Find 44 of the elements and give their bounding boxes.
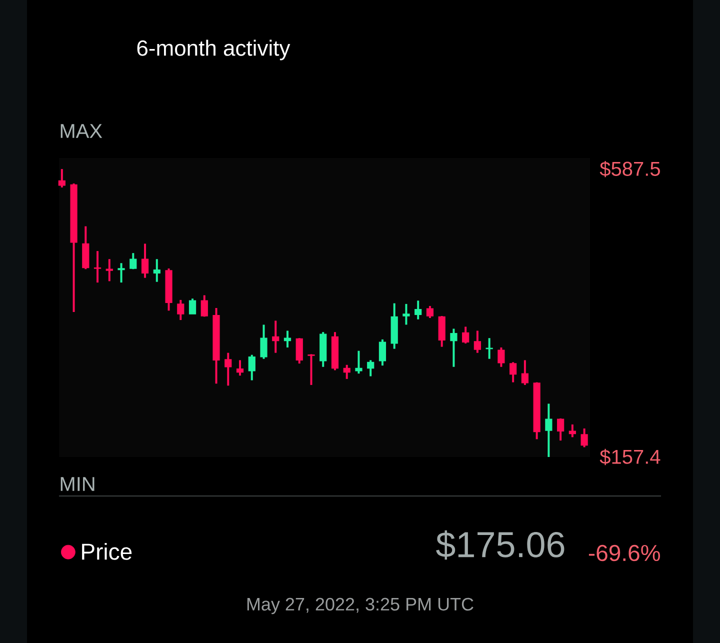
candlestick	[118, 262, 125, 284]
candlestick	[510, 361, 517, 384]
candlestick	[378, 338, 386, 367]
candlestick	[200, 294, 208, 318]
candlestick	[580, 427, 588, 448]
candlestick	[308, 353, 315, 386]
candlestick	[153, 258, 160, 283]
candlestick	[58, 168, 66, 188]
candlestick	[474, 330, 482, 354]
y-tick-label: $587.5	[600, 160, 660, 178]
candlestick	[260, 324, 268, 360]
candlestick	[557, 417, 564, 442]
text: May 27, 2022, 3:25 PM UTC	[247, 598, 474, 614]
candlestick	[130, 252, 137, 270]
candlestick	[343, 364, 350, 380]
candlestick	[296, 337, 303, 365]
candlestick	[426, 304, 434, 320]
candlestick	[224, 352, 232, 387]
candlestick	[414, 300, 422, 320]
y-tick-label: $157.4	[600, 448, 660, 466]
candlestick	[177, 298, 184, 322]
candlestick	[272, 320, 280, 354]
legend-label: Price	[82, 542, 132, 560]
candlestick	[188, 298, 196, 315]
text: $175.06	[436, 530, 564, 560]
candlestick	[94, 250, 102, 284]
candlestick	[521, 359, 528, 386]
candlestick	[438, 315, 446, 348]
candlestick	[284, 330, 292, 348]
candlestick	[498, 346, 505, 368]
chart-title: 6-month activity	[137, 40, 290, 60]
candlestick	[355, 350, 362, 375]
candlestick	[545, 402, 552, 458]
text: MIN	[60, 477, 94, 491]
candlestick	[450, 328, 458, 368]
candlestick	[106, 258, 113, 282]
candlestick	[248, 354, 256, 382]
text: MAX	[60, 124, 102, 138]
candlestick	[236, 359, 244, 377]
candlestick	[402, 302, 410, 326]
text: -69.6%	[588, 544, 660, 562]
candlestick	[141, 242, 149, 279]
candlestick	[462, 326, 470, 344]
candlestick	[367, 359, 374, 378]
